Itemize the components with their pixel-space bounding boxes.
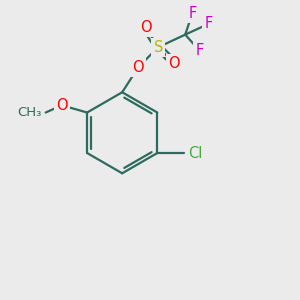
Text: O: O [133,59,144,74]
Text: CH₃: CH₃ [17,106,41,119]
Text: F: F [196,43,204,58]
Text: O: O [169,56,180,71]
Text: O: O [56,98,68,113]
Text: F: F [205,16,213,31]
Text: O: O [140,20,152,35]
Text: Cl: Cl [188,146,202,160]
Text: F: F [188,5,196,20]
Text: S: S [154,40,163,55]
